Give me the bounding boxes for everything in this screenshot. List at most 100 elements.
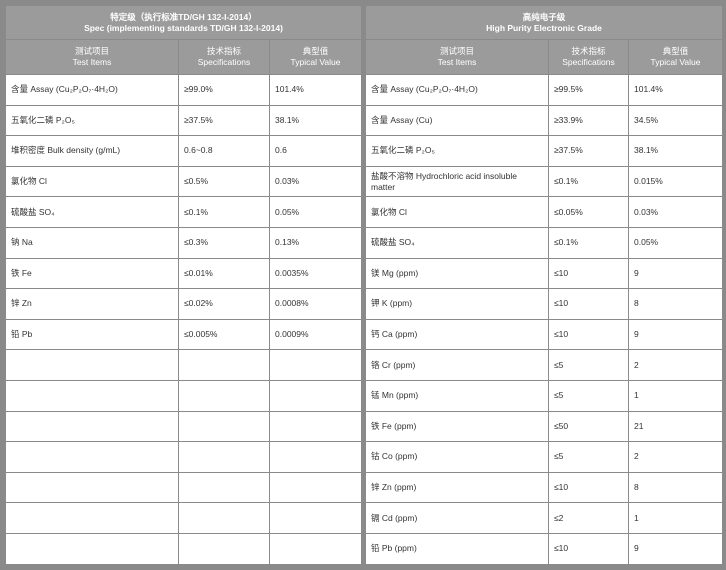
- cell-specification: ≤0.005%: [178, 318, 270, 351]
- cell-test-item: 铁 Fe: [5, 257, 179, 290]
- cell-typical-value: [269, 532, 362, 565]
- cell-specification: [178, 379, 270, 412]
- cell-typical-value: 2: [627, 441, 724, 473]
- table-title: 高纯电子级 High Purity Electronic Grade: [364, 5, 724, 40]
- cell-test-item: 钾 K (ppm): [365, 288, 549, 320]
- table-row: 含量 Assay (Cu₂P₂O₇·4H₂O) ≥99.0% 101.4%: [5, 74, 362, 106]
- spec-grade-table: 特定级（执行标准TD/GH 132-I-2014） Spec (implemen…: [5, 5, 362, 565]
- cell-typical-value: 9: [627, 532, 724, 565]
- table-row: 锰 Mn (ppm) ≤5 1: [365, 379, 724, 412]
- column-header-en: Specifications: [562, 57, 615, 67]
- cell-test-item: 铁 Fe (ppm): [365, 410, 549, 443]
- table-row: [5, 532, 362, 565]
- table-row: 铅 Pb (ppm) ≤10 9: [365, 532, 724, 565]
- cell-specification: [178, 441, 270, 473]
- cell-typical-value: 21: [627, 410, 724, 443]
- table-row: 镁 Mg (ppm) ≤10 9: [365, 257, 724, 290]
- column-header-cn: 典型值: [662, 46, 689, 56]
- cell-specification: ≤5: [548, 441, 629, 473]
- high-purity-grade-table: 高纯电子级 High Purity Electronic Grade 测试项目 T…: [364, 5, 724, 565]
- column-header-cn: 技术指标: [571, 46, 606, 56]
- cell-specification: ≤0.01%: [178, 257, 270, 290]
- cell-test-item: 锌 Zn (ppm): [365, 471, 549, 504]
- table-row: 锌 Zn (ppm) ≤10 8: [365, 471, 724, 504]
- cell-typical-value: 8: [627, 288, 724, 320]
- column-header-cn: 技术指标: [206, 46, 241, 56]
- cell-specification: ≤10: [548, 288, 629, 320]
- cell-test-item: 锌 Zn: [5, 288, 179, 320]
- cell-specification: ≥33.9%: [548, 104, 629, 137]
- cell-test-item: [5, 379, 179, 412]
- cell-typical-value: 101.4%: [269, 74, 362, 106]
- cell-typical-value: [269, 502, 362, 534]
- cell-typical-value: 38.1%: [627, 135, 724, 167]
- title-en: High Purity Electronic Grade: [486, 22, 602, 33]
- cell-test-item: 钙 Ca (ppm): [365, 318, 549, 351]
- cell-test-item: 氯化物 Cl: [5, 165, 179, 198]
- cell-specification: ≥99.0%: [178, 74, 270, 106]
- cell-typical-value: 0.0009%: [269, 318, 362, 351]
- cell-specification: ≤0.5%: [178, 165, 270, 198]
- table-row: 钾 K (ppm) ≤10 8: [365, 288, 724, 320]
- cell-typical-value: 0.0008%: [269, 288, 362, 320]
- table-row: 氯化物 Cl ≤0.5% 0.03%: [5, 165, 362, 198]
- cell-specification: ≤5: [548, 349, 629, 381]
- cell-specification: ≤0.05%: [548, 196, 629, 228]
- cell-specification: ≤50: [548, 410, 629, 443]
- table-row: 钴 Co (ppm) ≤5 2: [365, 441, 724, 473]
- cell-specification: ≥37.5%: [548, 135, 629, 167]
- table-row: 含量 Assay (Cu₂P₂O₇·4H₂O) ≥99.5% 101.4%: [365, 74, 724, 106]
- cell-test-item: 锰 Mn (ppm): [365, 379, 549, 412]
- cell-test-item: 含量 Assay (Cu₂P₂O₇·4H₂O): [5, 74, 179, 106]
- cell-test-item: 钴 Co (ppm): [365, 441, 549, 473]
- cell-test-item: [5, 441, 179, 473]
- column-header-en: Test Items: [437, 57, 477, 67]
- table-title: 特定级（执行标准TD/GH 132-I-2014） Spec (implemen…: [5, 5, 362, 40]
- cell-specification: ≤5: [548, 379, 629, 412]
- column-header-en: Typical Value: [650, 57, 701, 67]
- column-headers: 测试项目 Test Items 技术指标 Specifications 典型值 Typic…: [5, 39, 362, 75]
- cell-specification: ≤10: [548, 532, 629, 565]
- column-header-test-item: 测试项目 Test Items: [5, 39, 179, 75]
- cell-test-item: 氯化物 Cl: [365, 196, 549, 228]
- cell-specification: [178, 471, 270, 504]
- cell-test-item: 五氧化二磷 P₂O₅: [5, 104, 179, 137]
- cell-test-item: 堆积密度 Bulk density (g/mL): [5, 135, 179, 167]
- column-header-en: Typical Value: [290, 57, 341, 67]
- table-row: 镉 Cd (ppm) ≤2 1: [365, 502, 724, 534]
- cell-typical-value: 2: [627, 349, 724, 381]
- table-row: 铁 Fe (ppm) ≤50 21: [365, 410, 724, 443]
- table-row: 氯化物 Cl ≤0.05% 0.03%: [365, 196, 724, 228]
- cell-test-item: 钠 Na: [5, 226, 179, 259]
- table-row: 钙 Ca (ppm) ≤10 9: [365, 318, 724, 351]
- cell-typical-value: 0.015%: [627, 165, 724, 198]
- title-en: Spec (implementing standards TD/GH 132-I…: [84, 22, 283, 33]
- table-row: 铬 Cr (ppm) ≤5 2: [365, 349, 724, 381]
- cell-test-item: 硫酸盐 SO₄: [365, 226, 549, 259]
- title-cn: 高纯电子级: [522, 11, 566, 22]
- cell-test-item: [5, 502, 179, 534]
- cell-specification: [178, 532, 270, 565]
- table-row: [5, 502, 362, 534]
- cell-specification: ≤0.1%: [178, 196, 270, 228]
- table-row: 硫酸盐 SO₄ ≤0.1% 0.05%: [365, 226, 724, 259]
- cell-typical-value: 0.05%: [627, 226, 724, 259]
- cell-typical-value: [269, 379, 362, 412]
- column-header-typical-value: 典型值 Typical Value: [627, 39, 724, 75]
- cell-typical-value: 9: [627, 257, 724, 290]
- cell-specification: ≥37.5%: [178, 104, 270, 137]
- cell-test-item: 含量 Assay (Cu): [365, 104, 549, 137]
- column-header-specification: 技术指标 Specifications: [178, 39, 270, 75]
- table-row: 钠 Na ≤0.3% 0.13%: [5, 226, 362, 259]
- table-row: 铁 Fe ≤0.01% 0.0035%: [5, 257, 362, 290]
- cell-test-item: 铅 Pb: [5, 318, 179, 351]
- table-row: [5, 471, 362, 504]
- cell-typical-value: 0.03%: [627, 196, 724, 228]
- cell-specification: ≤10: [548, 257, 629, 290]
- cell-test-item: 镁 Mg (ppm): [365, 257, 549, 290]
- cell-typical-value: [269, 471, 362, 504]
- cell-specification: [178, 349, 270, 381]
- table-row: [5, 349, 362, 381]
- column-header-cn: 测试项目: [74, 46, 109, 56]
- cell-typical-value: 0.6: [269, 135, 362, 167]
